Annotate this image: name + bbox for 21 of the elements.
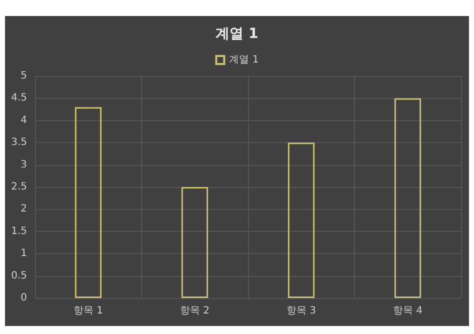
y-tick-label: 0 bbox=[20, 292, 27, 304]
y-tick-label: 2 bbox=[20, 204, 27, 215]
x-tick-label: 항목 4 bbox=[392, 306, 423, 316]
x-tick-label: 항목 2 bbox=[180, 306, 210, 316]
y-tick-label: 3 bbox=[20, 159, 27, 170]
bar bbox=[74, 107, 102, 298]
bar bbox=[394, 98, 422, 298]
y-tick-label: 5 bbox=[20, 70, 27, 82]
y-tick-label: 1 bbox=[20, 248, 27, 260]
bar bbox=[288, 142, 315, 298]
y-tick-label: 2.5 bbox=[11, 182, 27, 192]
x-tick-label: 항목 3 bbox=[286, 306, 316, 316]
y-tick-label: 3.5 bbox=[11, 137, 27, 148]
chart-title: 계열 1 bbox=[216, 26, 258, 42]
y-tick-label: 4 bbox=[20, 114, 27, 126]
y-tick-label: 4.5 bbox=[11, 92, 27, 104]
y-tick-label: 0.5 bbox=[11, 270, 27, 282]
bar bbox=[181, 187, 208, 298]
x-tick-label: 항목 1 bbox=[73, 306, 104, 316]
legend-label: 계열 1 bbox=[229, 54, 259, 66]
y-tick-label: 1.5 bbox=[11, 226, 27, 237]
